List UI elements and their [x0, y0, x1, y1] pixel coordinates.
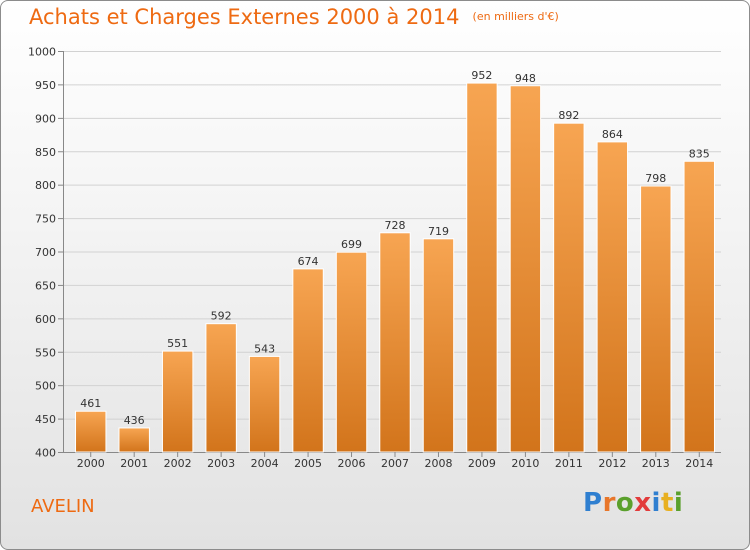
y-tick-label: 500: [35, 380, 56, 393]
logo-letter: i: [673, 488, 684, 518]
bar-value-label: 674: [298, 255, 319, 268]
y-tick-label: 600: [35, 313, 56, 326]
y-tick-label: 700: [35, 246, 56, 259]
bar-value-label: 864: [602, 128, 623, 141]
bar-value-label: 728: [385, 219, 406, 232]
bar-value-label: 798: [645, 172, 666, 185]
bar: [248, 355, 281, 453]
x-tick-label: 2014: [685, 457, 713, 470]
chart-unit: (en milliers d'€): [472, 10, 559, 23]
bar-value-label: 699: [341, 238, 362, 251]
logo-letter: t: [660, 488, 674, 518]
bar: [75, 410, 107, 453]
x-tick-label: 2002: [164, 457, 192, 470]
bar: [205, 323, 237, 453]
bar: [292, 268, 324, 453]
bar: [335, 251, 368, 453]
y-tick-label: 850: [35, 146, 56, 159]
y-tick-label: 650: [35, 279, 56, 292]
x-tick-label: 2013: [642, 457, 670, 470]
x-tick-label: 2012: [598, 457, 626, 470]
bar-value-label: 436: [124, 414, 145, 427]
y-tick-label: 400: [35, 447, 56, 460]
y-tick-label: 950: [35, 79, 56, 92]
bar: [466, 82, 498, 453]
chart-title-row: Achats et Charges Externes 2000 à 2014 (…: [29, 5, 559, 29]
bar: [596, 141, 629, 453]
commune-name: AVELIN: [31, 496, 95, 517]
logo-letter: i: [651, 488, 661, 518]
x-tick-label: 2005: [294, 457, 322, 470]
bar-value-label: 543: [254, 342, 275, 355]
bar: [683, 160, 715, 453]
x-tick-label: 2001: [120, 457, 148, 470]
x-tick-label: 2008: [424, 457, 452, 470]
x-tick-label: 2011: [555, 457, 583, 470]
y-tick-label: 450: [35, 413, 56, 426]
x-tick-label: 2007: [381, 457, 409, 470]
bar-value-label: 835: [689, 147, 710, 160]
chart-title: Achats et Charges Externes 2000 à 2014: [29, 5, 460, 29]
bar: [161, 350, 194, 453]
bar-value-label: 551: [167, 337, 188, 350]
x-tick-label: 2006: [338, 457, 366, 470]
logo-letter: x: [634, 488, 652, 518]
logo-letter: r: [602, 488, 616, 518]
y-tick-label: 750: [35, 213, 56, 226]
bar-value-label: 461: [80, 397, 101, 410]
logo-letter: o: [615, 488, 635, 518]
y-tick-label: 800: [35, 179, 56, 192]
bar: [118, 427, 150, 453]
x-tick-label: 2004: [251, 457, 279, 470]
bar: [379, 232, 411, 453]
bar: [553, 122, 585, 453]
bar: [422, 238, 455, 453]
bar-value-label: 892: [558, 109, 579, 122]
x-tick-label: 2000: [77, 457, 105, 470]
logo-letter: P: [583, 488, 603, 518]
bar-value-label: 948: [515, 72, 536, 85]
x-axis-ticks: 2000 2001 2002 2003 2004 2005 2006 2007 2008 2009…: [77, 452, 713, 470]
data-labels: 461 436 551 592 543 674 699 728 719 952 948 892 864 7…: [80, 69, 710, 427]
y-tick-label: 550: [35, 346, 56, 359]
x-tick-label: 2009: [468, 457, 496, 470]
y-tick-label: 900: [35, 112, 56, 125]
bar-value-label: 952: [471, 69, 492, 82]
bar-value-label: 719: [428, 225, 449, 238]
proxiti-logo: Proxiti: [583, 488, 683, 518]
y-tick-label: 1000: [28, 46, 56, 59]
bar-value-label: 592: [211, 310, 232, 323]
x-tick-label: 2003: [207, 457, 235, 470]
bar: [640, 185, 672, 453]
x-tick-label: 2010: [511, 457, 539, 470]
bar: [509, 85, 542, 453]
